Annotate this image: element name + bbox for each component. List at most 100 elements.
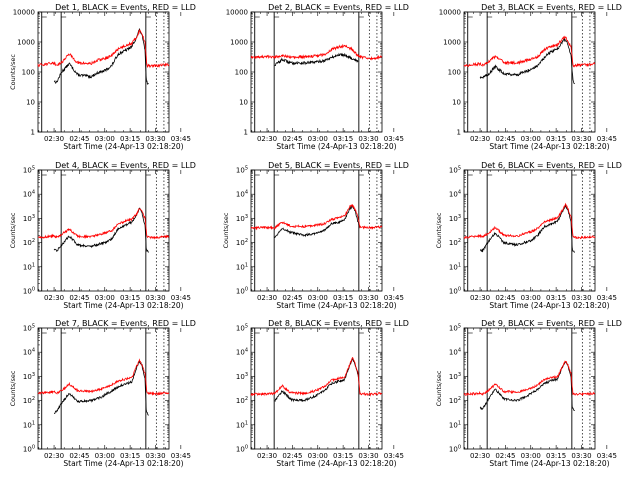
y-tick-label: 104 (23, 190, 35, 199)
tick-base: 10 (23, 263, 32, 271)
tick-base: 10 (449, 421, 458, 429)
tick-base: 10 (449, 288, 458, 296)
x-tick-label: 03:15 (546, 294, 566, 302)
x-tick-label: 02:45 (69, 294, 89, 302)
tick-base: 10 (236, 215, 245, 223)
y-tick-label: 105 (449, 324, 461, 333)
y-tick-label: 1 (31, 129, 35, 137)
events-series-line (274, 358, 361, 403)
tick-base: 10 (449, 446, 458, 454)
tick-exponent: 2 (32, 238, 35, 244)
tick-exponent: 0 (458, 445, 461, 451)
tick-exponent: 1 (32, 420, 35, 426)
x-axis-label: Start Time (24-Apr-13 02:18:20) (276, 301, 396, 310)
lld-series-line (37, 358, 170, 396)
x-axis-label: Start Time (24-Apr-13 02:18:20) (276, 142, 396, 151)
x-axis-label: Start Time (24-Apr-13 02:18:20) (63, 142, 183, 151)
x-tick-label: 03:30 (571, 294, 591, 302)
x-tick-label: 03:00 (308, 135, 328, 143)
panel-title: Det 5, BLACK = Events, RED = LLD (268, 161, 409, 170)
y-tick-label: 10000 (13, 9, 35, 17)
x-tick-label: 03:45 (597, 294, 617, 302)
y-tick-label: 103 (449, 214, 461, 223)
tick-exponent: 5 (32, 324, 35, 330)
y-tick-label: 100 (449, 445, 461, 454)
tick-base: 10 (236, 349, 245, 357)
lld-series-line (250, 43, 383, 61)
x-tick-label: 03:45 (384, 135, 404, 143)
y-tick-label: 10 (26, 99, 35, 107)
tick-base: 10 (236, 421, 245, 429)
tick-exponent: 5 (245, 324, 248, 330)
tick-base: 10 (449, 191, 458, 199)
x-tick-label: 02:30 (44, 294, 64, 302)
y-tick-label: 100 (236, 445, 248, 454)
tick-exponent: 3 (245, 214, 248, 220)
y-tick-label: 1000 (230, 39, 248, 47)
tick-base: 10 (449, 349, 458, 357)
y-tick-label: 10 (239, 99, 248, 107)
y-tick-label: 105 (449, 166, 461, 175)
y-tick-label: 10 (452, 99, 461, 107)
y-tick-label: 100 (449, 287, 461, 296)
x-tick-label: 03:45 (384, 294, 404, 302)
y-tick-label: 1000 (443, 39, 461, 47)
x-tick-label: 03:00 (521, 294, 541, 302)
y-tick-label: 1000 (17, 39, 35, 47)
x-tick-label: 02:45 (69, 135, 89, 143)
tick-base: 10 (23, 421, 32, 429)
events-series-line (53, 28, 149, 85)
tick-exponent: 1 (458, 262, 461, 268)
events-series-line (274, 52, 359, 67)
x-tick-label: 03:00 (521, 452, 541, 460)
x-tick-label: 03:30 (358, 294, 378, 302)
x-tick-label: 03:15 (546, 452, 566, 460)
tick-exponent: 4 (245, 190, 248, 196)
y-tick-label: 102 (236, 238, 248, 247)
tick-exponent: 1 (32, 262, 35, 268)
tick-base: 10 (236, 288, 245, 296)
x-axis-label: Start Time (24-Apr-13 02:18:20) (63, 459, 183, 468)
panel-title: Det 1, BLACK = Events, RED = LLD (55, 3, 196, 12)
tick-exponent: 0 (32, 287, 35, 293)
tick-base: 10 (23, 215, 32, 223)
tick-exponent: 0 (245, 287, 248, 293)
tick-base: 10 (23, 349, 32, 357)
panel-title: Det 3, BLACK = Events, RED = LLD (481, 3, 622, 12)
x-tick-label: 03:30 (358, 452, 378, 460)
x-tick-label: 03:15 (333, 135, 353, 143)
tick-exponent: 3 (458, 214, 461, 220)
plot-frame (250, 327, 383, 450)
panel-title: Det 8, BLACK = Events, RED = LLD (268, 319, 409, 328)
tick-exponent: 0 (458, 287, 461, 293)
tick-exponent: 4 (32, 348, 35, 354)
x-tick-label: 02:45 (282, 452, 302, 460)
tick-base: 10 (236, 191, 245, 199)
tick-base: 10 (236, 263, 245, 271)
tick-base: 10 (449, 325, 458, 333)
y-axis-label: Counts/sec (9, 370, 17, 406)
y-tick-label: 101 (236, 262, 248, 271)
x-tick-label: 03:00 (308, 294, 328, 302)
y-axis-label: Counts/sec (435, 212, 443, 248)
x-tick-label: 03:15 (333, 452, 353, 460)
tick-base: 10 (449, 263, 458, 271)
y-tick-label: 10000 (226, 9, 248, 17)
y-axis-label: Counts/sec (9, 212, 17, 248)
panel-title: Det 9, BLACK = Events, RED = LLD (481, 319, 622, 328)
x-tick-label: 02:45 (69, 452, 89, 460)
tick-base: 10 (236, 325, 245, 333)
x-tick-label: 02:30 (44, 135, 64, 143)
tick-base: 10 (23, 397, 32, 405)
tick-base: 10 (23, 446, 32, 454)
x-tick-label: 03:00 (95, 294, 115, 302)
y-tick-label: 103 (23, 372, 35, 381)
tick-exponent: 5 (32, 166, 35, 172)
y-tick-label: 104 (236, 348, 248, 357)
x-tick-label: 03:45 (384, 452, 404, 460)
events-series-line (274, 204, 361, 239)
y-tick-label: 101 (23, 262, 35, 271)
events-series-line (479, 361, 575, 411)
